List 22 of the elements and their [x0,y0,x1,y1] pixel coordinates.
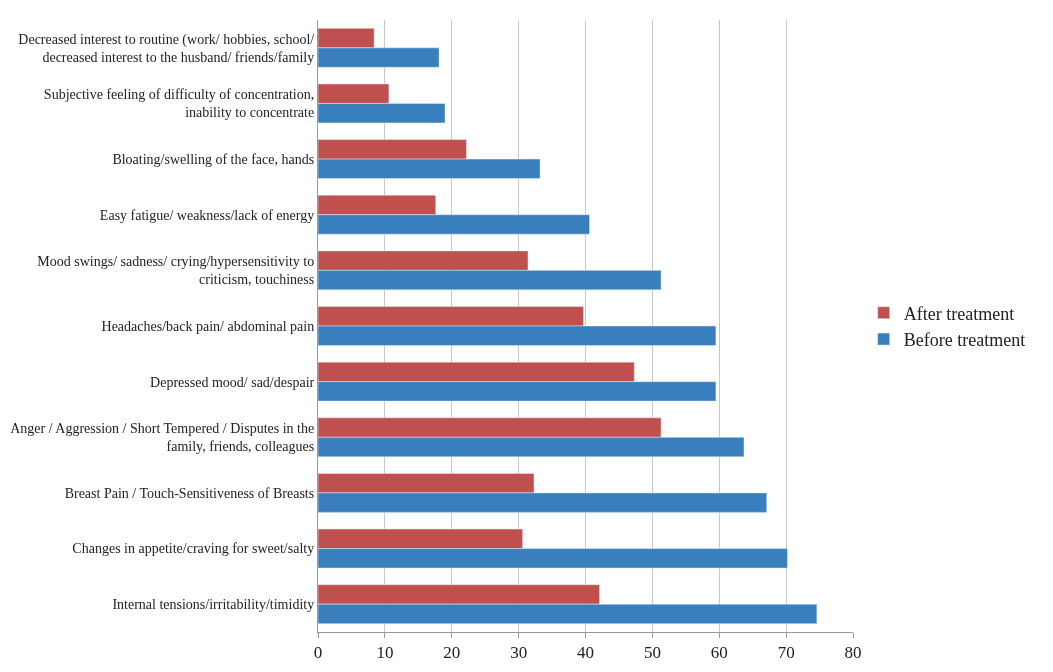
y-tick-label: Mood swings/ sadness/ crying/hypersensitivity to criticism, touchiness [37,254,315,288]
y-tick-label: Decreased interest to routine (work/ hobbies, school/ decreased interest to the husband/ friends/family [18,31,315,65]
y-tick-label: Easy fatigue/ weakness/lack of energy [99,207,315,223]
y-tick-label: Anger / Aggression / Short Tempered / Disputes in the family, friends, colleagues [10,421,315,455]
x-tick-label: 30 [510,643,528,663]
y-tick-label: Internal tensions/irritability/timidity [112,597,315,613]
y-tick-label: Changes in appetite/craving for sweet/salty [72,541,315,557]
legend-label: Before treatment [903,330,1026,351]
y-tick-label: Bloating/swelling of the face, hands [112,151,315,167]
y-tick-label: Headaches/back pain/ abdominal pain [101,318,315,334]
x-tick-label: 10 [376,643,394,663]
x-tick-label: 20 [443,643,461,663]
x-tick-label: 70 [777,643,795,663]
y-tick-label: Subjective feeling of difficulty of concentration, inability to concentrate [43,87,315,121]
y-tick-label: Breast Pain / Touch-Sensitiveness of Breasts [64,485,315,501]
x-tick-label: 60 [710,643,728,663]
x-tick-label: 80 [844,643,862,663]
x-tick-label: 40 [577,643,594,663]
x-tick-label: 0 [313,643,323,663]
y-tick-label: Depressed mood/ sad/despair [150,374,315,390]
x-tick-label: 50 [643,643,661,663]
legend-label: After treatment [903,303,1015,324]
